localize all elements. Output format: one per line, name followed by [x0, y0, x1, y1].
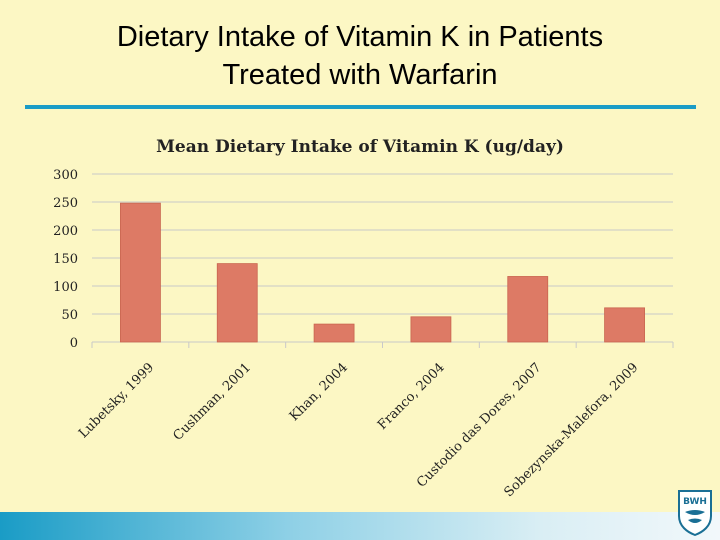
slide-title-line-1: Dietary Intake of Vitamin K in Patients — [116, 21, 604, 53]
logo-text: BWH — [683, 497, 707, 507]
x-tick-label: Franco, 2004 — [375, 360, 448, 433]
bar — [216, 263, 258, 343]
bwh-shield-logo: BWH — [678, 490, 712, 536]
x-tick-label: Cushman, 2001 — [171, 360, 255, 444]
x-tick-label: Khan, 2004 — [287, 360, 351, 424]
y-tick-label: 200 — [53, 224, 78, 239]
slide-title-line-2: Treated with Warfarin — [222, 59, 498, 91]
slide-title: Dietary Intake of Vitamin K in Patients … — [0, 18, 720, 94]
bars — [120, 202, 645, 343]
y-tick-label: 300 — [53, 168, 78, 183]
y-tick-label: 250 — [53, 196, 78, 211]
x-axis: Lubetsky, 1999 Cushman, 2001 Khan, 2004 Fra… — [76, 360, 641, 500]
footer-bar — [0, 512, 720, 540]
bar — [507, 276, 549, 343]
y-axis: 0 50 100 150 200 250 300 — [53, 168, 78, 351]
y-tick-label: 150 — [53, 252, 78, 267]
bar — [604, 307, 645, 343]
chart-title: Mean Dietary Intake of Vitamin K (ug/day… — [156, 137, 564, 157]
bar — [313, 323, 355, 343]
y-tick-label: 50 — [61, 308, 78, 323]
y-tick-label: 0 — [70, 336, 78, 351]
x-tick-label: Lubetsky, 1999 — [76, 360, 157, 441]
y-tick-label: 100 — [53, 280, 78, 295]
bar — [120, 202, 161, 343]
bar — [410, 316, 452, 343]
gridlines — [91, 173, 674, 348]
title-divider — [25, 105, 696, 109]
